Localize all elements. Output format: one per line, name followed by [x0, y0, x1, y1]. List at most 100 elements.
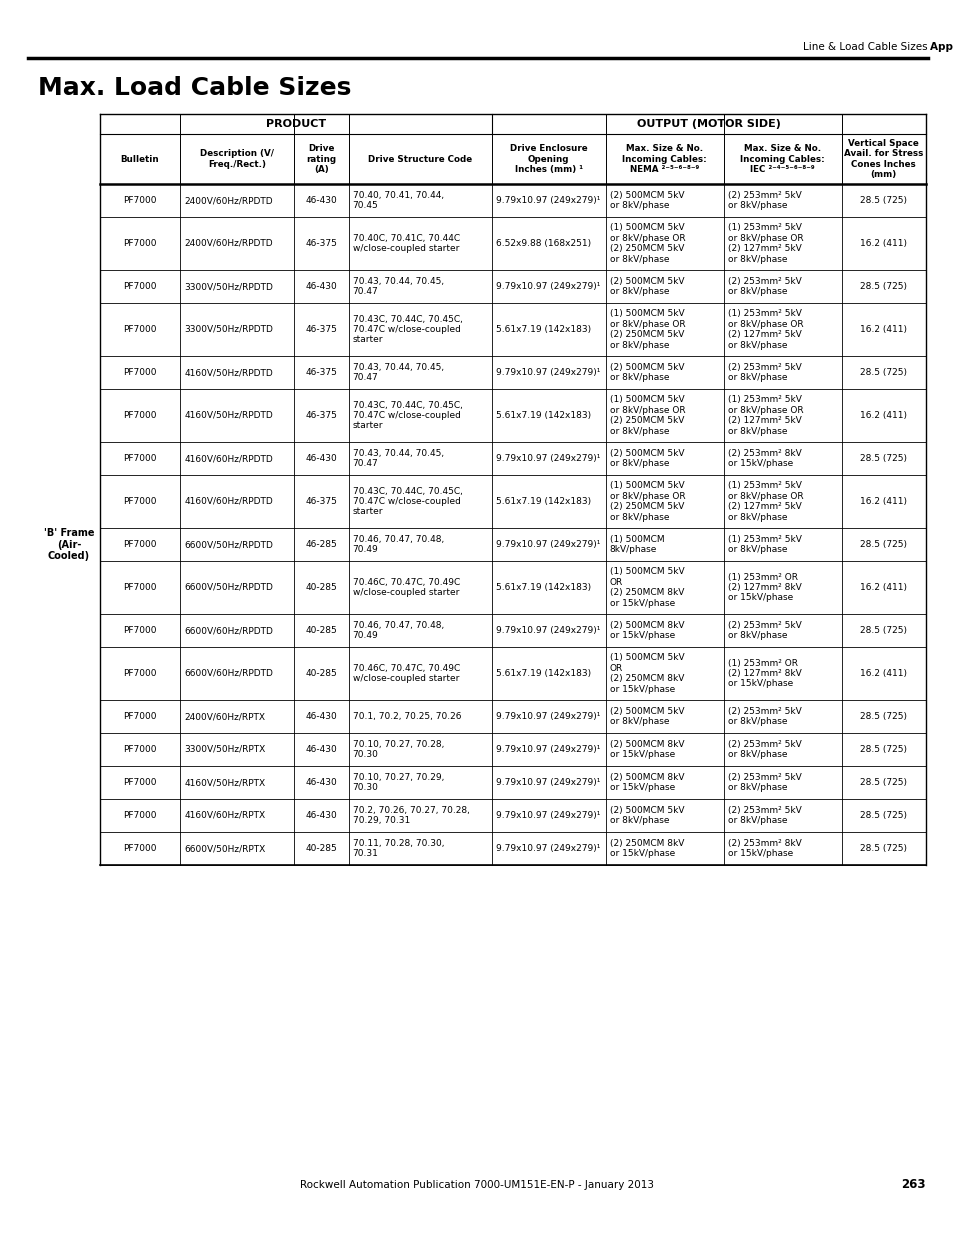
Text: 9.79x10.97 (249x279)¹: 9.79x10.97 (249x279)¹	[496, 811, 599, 820]
Text: 5.61x7.19 (142x183): 5.61x7.19 (142x183)	[496, 583, 591, 592]
Text: (2) 500MCM 5kV
or 8kV/phase: (2) 500MCM 5kV or 8kV/phase	[609, 363, 683, 382]
Text: 9.79x10.97 (249x279)¹: 9.79x10.97 (249x279)¹	[496, 282, 599, 291]
Text: 40-285: 40-285	[305, 583, 336, 592]
Text: (1) 500MCM 5kV
OR
(2) 250MCM 8kV
or 15kV/phase: (1) 500MCM 5kV OR (2) 250MCM 8kV or 15kV…	[609, 653, 683, 694]
Text: (2) 500MCM 5kV
or 8kV/phase: (2) 500MCM 5kV or 8kV/phase	[609, 277, 683, 296]
Text: 70.43C, 70.44C, 70.45C,
70.47C w/close-coupled
starter: 70.43C, 70.44C, 70.45C, 70.47C w/close-c…	[353, 487, 462, 516]
Text: (2) 253mm² 5kV
or 8kV/phase: (2) 253mm² 5kV or 8kV/phase	[727, 277, 801, 296]
Text: 46-430: 46-430	[305, 811, 336, 820]
Text: 28.5 (725): 28.5 (725)	[860, 196, 906, 205]
Text: 4160V/50Hz/RPDTD: 4160V/50Hz/RPDTD	[184, 368, 273, 377]
Text: 6600V/50Hz/RPDTD: 6600V/50Hz/RPDTD	[184, 583, 273, 592]
Text: (2) 500MCM 5kV
or 8kV/phase: (2) 500MCM 5kV or 8kV/phase	[609, 706, 683, 726]
Text: 2400V/60Hz/RPTX: 2400V/60Hz/RPTX	[184, 713, 265, 721]
Text: Rockwell Automation Publication 7000-UM151E-EN-P - January 2013: Rockwell Automation Publication 7000-UM1…	[299, 1179, 654, 1191]
Text: 46-375: 46-375	[305, 368, 336, 377]
Text: 3300V/50Hz/RPTX: 3300V/50Hz/RPTX	[184, 745, 265, 755]
Text: (2) 250MCM 8kV
or 15kV/phase: (2) 250MCM 8kV or 15kV/phase	[609, 839, 683, 858]
Text: 46-375: 46-375	[305, 325, 336, 333]
Text: (2) 253mm² 8kV
or 15kV/phase: (2) 253mm² 8kV or 15kV/phase	[727, 448, 801, 468]
Text: (1) 253mm² 5kV
or 8kV/phase OR
(2) 127mm² 5kV
or 8kV/phase: (1) 253mm² 5kV or 8kV/phase OR (2) 127mm…	[727, 224, 802, 263]
Text: (2) 253mm² 5kV
or 8kV/phase: (2) 253mm² 5kV or 8kV/phase	[727, 621, 801, 640]
Text: 70.43, 70.44, 70.45,
70.47: 70.43, 70.44, 70.45, 70.47	[353, 448, 443, 468]
Text: (1) 253mm² 5kV
or 8kV/phase OR
(2) 127mm² 5kV
or 8kV/phase: (1) 253mm² 5kV or 8kV/phase OR (2) 127mm…	[727, 310, 802, 350]
Text: (2) 500MCM 8kV
or 15kV/phase: (2) 500MCM 8kV or 15kV/phase	[609, 740, 683, 760]
Text: 46-375: 46-375	[305, 240, 336, 248]
Text: Vertical Space
Avail. for Stress
Cones Inches
(mm): Vertical Space Avail. for Stress Cones I…	[843, 138, 923, 179]
Text: 46-430: 46-430	[305, 713, 336, 721]
Text: 40-285: 40-285	[305, 844, 336, 853]
Text: 9.79x10.97 (249x279)¹: 9.79x10.97 (249x279)¹	[496, 844, 599, 853]
Text: OUTPUT (MOTOR SIDE): OUTPUT (MOTOR SIDE)	[637, 119, 781, 128]
Text: (1) 500MCM 5kV
or 8kV/phase OR
(2) 250MCM 5kV
or 8kV/phase: (1) 500MCM 5kV or 8kV/phase OR (2) 250MC…	[609, 224, 684, 263]
Text: (2) 253mm² 5kV
or 8kV/phase: (2) 253mm² 5kV or 8kV/phase	[727, 773, 801, 792]
Text: 70.46C, 70.47C, 70.49C
w/close-coupled starter: 70.46C, 70.47C, 70.49C w/close-coupled s…	[353, 578, 459, 598]
Text: 9.79x10.97 (249x279)¹: 9.79x10.97 (249x279)¹	[496, 368, 599, 377]
Text: 16.2 (411): 16.2 (411)	[860, 325, 906, 333]
Text: 70.40C, 70.41C, 70.44C
w/close-coupled starter: 70.40C, 70.41C, 70.44C w/close-coupled s…	[353, 233, 459, 253]
Text: 16.2 (411): 16.2 (411)	[860, 669, 906, 678]
Text: 46-430: 46-430	[305, 778, 336, 787]
Text: Max. Size & No.
Incoming Cables:
NEMA ²⁻⁵⁻⁶⁻⁸⁻⁹: Max. Size & No. Incoming Cables: NEMA ²⁻…	[621, 144, 706, 174]
Text: PF7000: PF7000	[123, 454, 156, 463]
Text: 46-375: 46-375	[305, 411, 336, 420]
Text: 46-285: 46-285	[305, 540, 336, 550]
Text: (2) 253mm² 8kV
or 15kV/phase: (2) 253mm² 8kV or 15kV/phase	[727, 839, 801, 858]
Text: Bulletin: Bulletin	[121, 154, 159, 163]
Text: 9.79x10.97 (249x279)¹: 9.79x10.97 (249x279)¹	[496, 745, 599, 755]
Text: 5.61x7.19 (142x183): 5.61x7.19 (142x183)	[496, 411, 591, 420]
Text: 16.2 (411): 16.2 (411)	[860, 496, 906, 506]
Text: 9.79x10.97 (249x279)¹: 9.79x10.97 (249x279)¹	[496, 196, 599, 205]
Text: (2) 500MCM 5kV
or 8kV/phase: (2) 500MCM 5kV or 8kV/phase	[609, 805, 683, 825]
Text: (1) 253mm² 5kV
or 8kV/phase OR
(2) 127mm² 5kV
or 8kV/phase: (1) 253mm² 5kV or 8kV/phase OR (2) 127mm…	[727, 482, 802, 521]
Text: 16.2 (411): 16.2 (411)	[860, 240, 906, 248]
Text: 6600V/60Hz/RPDTD: 6600V/60Hz/RPDTD	[184, 626, 273, 635]
Text: 9.79x10.97 (249x279)¹: 9.79x10.97 (249x279)¹	[496, 626, 599, 635]
Text: PF7000: PF7000	[123, 713, 156, 721]
Text: Description (V/
Freq./Rect.): Description (V/ Freq./Rect.)	[200, 149, 274, 169]
Text: 28.5 (725): 28.5 (725)	[860, 745, 906, 755]
Text: 70.40, 70.41, 70.44,
70.45: 70.40, 70.41, 70.44, 70.45	[353, 190, 443, 210]
Text: 70.43C, 70.44C, 70.45C,
70.47C w/close-coupled
starter: 70.43C, 70.44C, 70.45C, 70.47C w/close-c…	[353, 400, 462, 431]
Text: PF7000: PF7000	[123, 496, 156, 506]
Text: 6600V/60Hz/RPDTD: 6600V/60Hz/RPDTD	[184, 669, 273, 678]
Text: 9.79x10.97 (249x279)¹: 9.79x10.97 (249x279)¹	[496, 778, 599, 787]
Text: (1) 253mm² 5kV
or 8kV/phase OR
(2) 127mm² 5kV
or 8kV/phase: (1) 253mm² 5kV or 8kV/phase OR (2) 127mm…	[727, 395, 802, 436]
Text: 70.46, 70.47, 70.48,
70.49: 70.46, 70.47, 70.48, 70.49	[353, 535, 443, 555]
Text: (1) 500MCM
8kV/phase: (1) 500MCM 8kV/phase	[609, 535, 663, 555]
Text: 4160V/60Hz/RPTX: 4160V/60Hz/RPTX	[184, 811, 265, 820]
Text: PF7000: PF7000	[123, 811, 156, 820]
Text: 46-430: 46-430	[305, 745, 336, 755]
Text: 6600V/50Hz/RPTX: 6600V/50Hz/RPTX	[184, 844, 265, 853]
Text: 70.10, 70.27, 70.29,
70.30: 70.10, 70.27, 70.29, 70.30	[353, 773, 443, 792]
Text: 28.5 (725): 28.5 (725)	[860, 778, 906, 787]
Text: (2) 500MCM 8kV
or 15kV/phase: (2) 500MCM 8kV or 15kV/phase	[609, 773, 683, 792]
Text: 'B' Frame
(Air-
Cooled): 'B' Frame (Air- Cooled)	[44, 527, 94, 561]
Text: 70.43, 70.44, 70.45,
70.47: 70.43, 70.44, 70.45, 70.47	[353, 363, 443, 382]
Text: 28.5 (725): 28.5 (725)	[860, 282, 906, 291]
Text: 70.46, 70.47, 70.48,
70.49: 70.46, 70.47, 70.48, 70.49	[353, 621, 443, 640]
Text: 70.10, 70.27, 70.28,
70.30: 70.10, 70.27, 70.28, 70.30	[353, 740, 443, 760]
Text: 46-430: 46-430	[305, 454, 336, 463]
Text: 70.11, 70.28, 70.30,
70.31: 70.11, 70.28, 70.30, 70.31	[353, 839, 444, 858]
Text: (1) 253mm² OR
(2) 127mm² 8kV
or 15kV/phase: (1) 253mm² OR (2) 127mm² 8kV or 15kV/pha…	[727, 658, 801, 688]
Text: PF7000: PF7000	[123, 368, 156, 377]
Text: 3300V/50Hz/RPDTD: 3300V/50Hz/RPDTD	[184, 282, 273, 291]
Text: PF7000: PF7000	[123, 745, 156, 755]
Text: 28.5 (725): 28.5 (725)	[860, 713, 906, 721]
Text: 3300V/50Hz/RPDTD: 3300V/50Hz/RPDTD	[184, 325, 273, 333]
Text: 70.46C, 70.47C, 70.49C
w/close-coupled starter: 70.46C, 70.47C, 70.49C w/close-coupled s…	[353, 663, 459, 683]
Text: 46-430: 46-430	[305, 282, 336, 291]
Text: PF7000: PF7000	[123, 669, 156, 678]
Text: Max. Load Cable Sizes: Max. Load Cable Sizes	[38, 77, 351, 100]
Text: (1) 500MCM 5kV
or 8kV/phase OR
(2) 250MCM 5kV
or 8kV/phase: (1) 500MCM 5kV or 8kV/phase OR (2) 250MC…	[609, 482, 684, 521]
Text: (2) 500MCM 5kV
or 8kV/phase: (2) 500MCM 5kV or 8kV/phase	[609, 190, 683, 210]
Text: 28.5 (725): 28.5 (725)	[860, 454, 906, 463]
Text: 6.52x9.88 (168x251): 6.52x9.88 (168x251)	[496, 240, 591, 248]
Text: (1) 253mm² 5kV
or 8kV/phase: (1) 253mm² 5kV or 8kV/phase	[727, 535, 801, 555]
Text: 9.79x10.97 (249x279)¹: 9.79x10.97 (249x279)¹	[496, 713, 599, 721]
Text: PF7000: PF7000	[123, 411, 156, 420]
Text: PF7000: PF7000	[123, 778, 156, 787]
Text: 46-430: 46-430	[305, 196, 336, 205]
Text: Max. Size & No.
Incoming Cables:
IEC ²⁻⁴⁻⁵⁻⁶⁻⁸⁻⁹: Max. Size & No. Incoming Cables: IEC ²⁻⁴…	[740, 144, 824, 174]
